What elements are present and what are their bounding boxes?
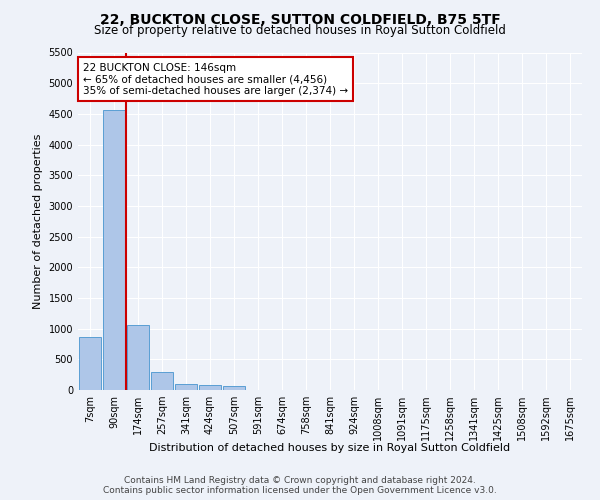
Text: Contains HM Land Registry data © Crown copyright and database right 2024.
Contai: Contains HM Land Registry data © Crown c…	[103, 476, 497, 495]
Bar	[79, 336, 101, 390]
X-axis label: Distribution of detached houses by size in Royal Sutton Coldfield: Distribution of detached houses by size …	[149, 443, 511, 453]
Text: 22 BUCKTON CLOSE: 146sqm
← 65% of detached houses are smaller (4,456)
35% of sem: 22 BUCKTON CLOSE: 146sqm ← 65% of detach…	[83, 62, 348, 96]
Y-axis label: Number of detached properties: Number of detached properties	[33, 134, 43, 309]
Bar	[175, 384, 197, 390]
Bar	[223, 386, 245, 390]
Text: 22, BUCKTON CLOSE, SUTTON COLDFIELD, B75 5TF: 22, BUCKTON CLOSE, SUTTON COLDFIELD, B75…	[100, 12, 500, 26]
Bar	[127, 325, 149, 390]
Text: Size of property relative to detached houses in Royal Sutton Coldfield: Size of property relative to detached ho…	[94, 24, 506, 37]
Bar	[151, 372, 173, 390]
Bar	[103, 110, 125, 390]
Bar	[199, 385, 221, 390]
